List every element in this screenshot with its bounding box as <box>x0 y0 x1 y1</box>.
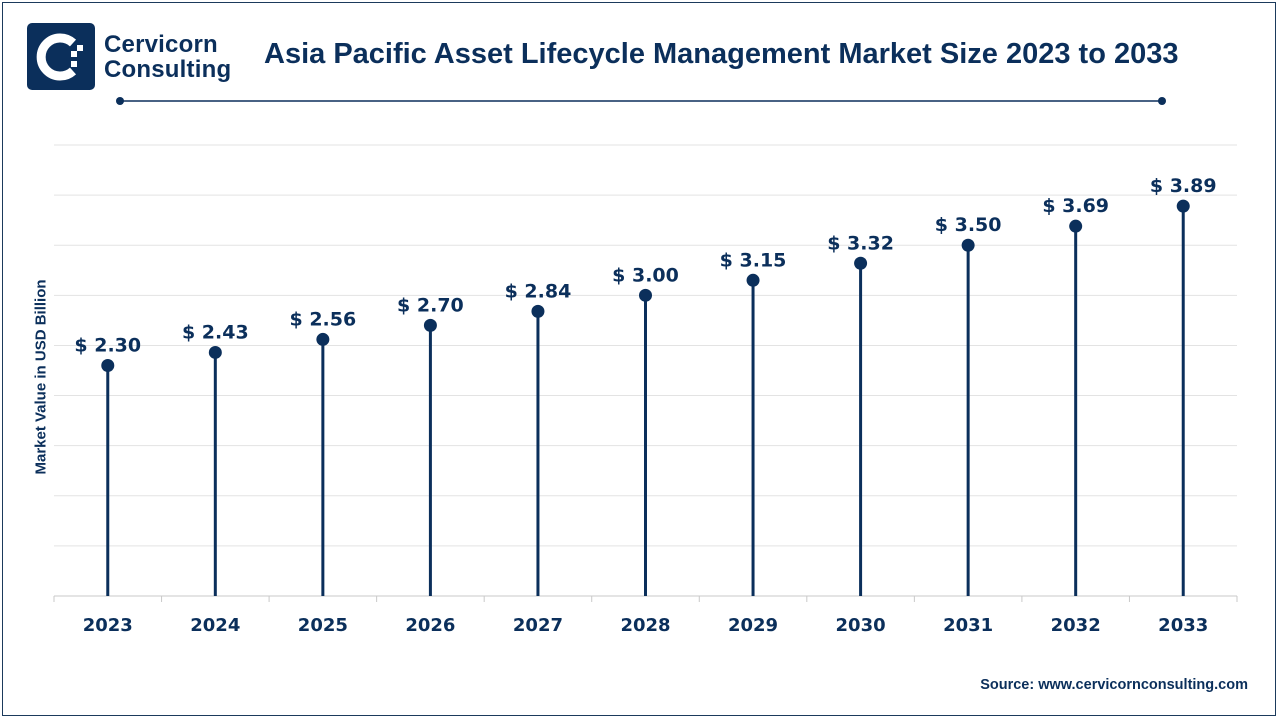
x-tick-2026: 2026 <box>405 615 455 636</box>
data-label-2027: $ 2.84 <box>505 280 572 302</box>
x-tick-2033: 2033 <box>1158 615 1208 636</box>
data-label-2025: $ 2.56 <box>290 308 357 330</box>
x-tick-2031: 2031 <box>943 615 993 636</box>
data-label-2026: $ 2.70 <box>397 294 464 316</box>
brand-name: Cervicorn Consulting <box>104 32 231 82</box>
stems <box>106 206 1185 596</box>
title-underline <box>116 97 1166 105</box>
brand-line-1: Cervicorn <box>104 30 218 58</box>
point-2032 <box>1069 219 1083 233</box>
point-2031 <box>961 238 975 252</box>
x-axis <box>53 595 1238 602</box>
point-2024 <box>208 345 222 359</box>
point-2025 <box>316 332 330 346</box>
brand-logo: Cervicorn Consulting <box>27 23 231 90</box>
data-labels: $ 2.30 $ 2.43 $ 2.56 $ 2.70 $ 2.84 $ 3.00 $ 3.… <box>74 175 1216 356</box>
brand-line-2: Consulting <box>104 55 232 83</box>
data-label-2033: $ 3.89 <box>1150 175 1217 197</box>
x-tick-2025: 2025 <box>298 615 348 636</box>
data-label-2029: $ 3.15 <box>720 249 787 271</box>
data-points <box>101 199 1190 372</box>
logo-mark-icon <box>27 23 95 90</box>
point-2026 <box>423 318 437 332</box>
x-tick-labels: 2023 2024 2025 2026 2027 2028 2029 2030 2031 2032… <box>83 615 1209 636</box>
x-tick-2024: 2024 <box>190 615 240 636</box>
point-2028 <box>639 288 652 302</box>
point-2023 <box>101 358 115 372</box>
chart-title: Asia Pacific Asset Lifecycle Management … <box>264 38 1179 70</box>
x-tick-2028: 2028 <box>620 615 670 636</box>
data-label-2024: $ 2.43 <box>182 321 249 343</box>
data-label-2028: $ 3.00 <box>612 264 679 286</box>
data-label-2030: $ 3.32 <box>827 232 894 254</box>
x-tick-2023: 2023 <box>83 615 133 636</box>
x-tick-2029: 2029 <box>728 615 778 636</box>
source-note: Source: www.cervicornconsulting.com <box>980 677 1248 693</box>
x-tick-2027: 2027 <box>513 615 563 636</box>
data-label-2032: $ 3.69 <box>1042 195 1109 217</box>
x-tick-2030: 2030 <box>836 615 886 636</box>
data-label-2023: $ 2.30 <box>74 334 141 356</box>
data-label-2031: $ 3.50 <box>935 214 1002 236</box>
point-2029 <box>746 273 760 287</box>
point-2030 <box>854 256 868 270</box>
point-2033 <box>1176 199 1190 213</box>
point-2027 <box>531 304 545 318</box>
x-tick-2032: 2032 <box>1051 615 1101 636</box>
